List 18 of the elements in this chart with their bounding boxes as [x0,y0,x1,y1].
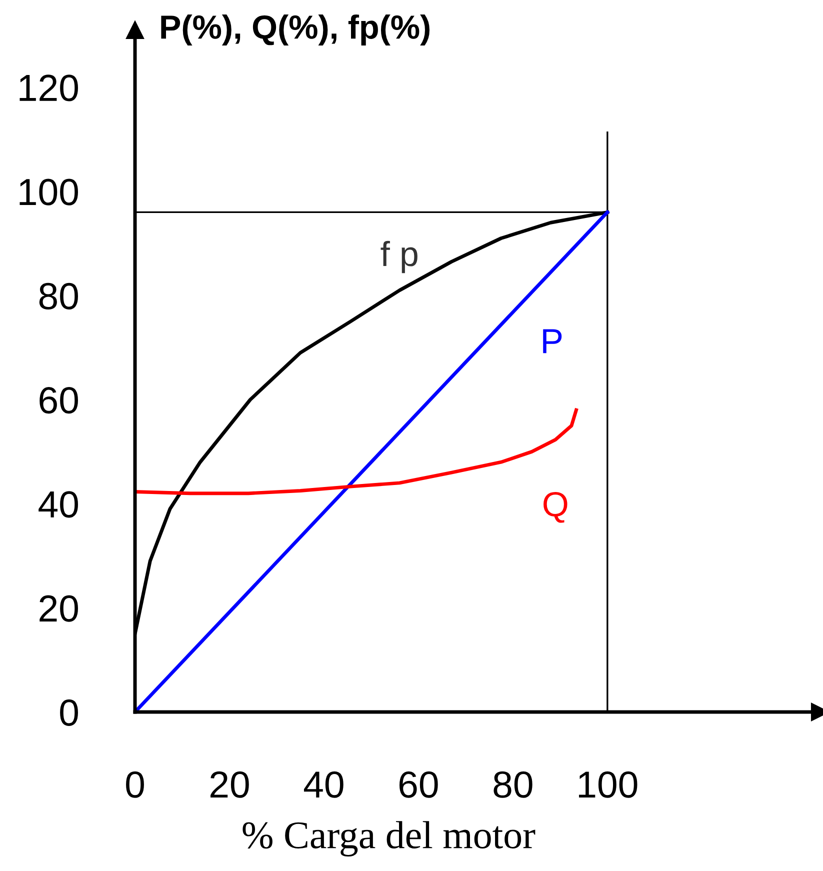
y-tick-label: 100 [20,178,78,206]
series-label: Q [544,492,568,523]
y-tick-label: 60 [40,387,78,414]
x-tick-label: 20 [210,771,249,798]
y-tick-label: 0 [60,699,78,726]
x-tick-label: 0 [126,771,144,798]
y-tick-label: 20 [40,595,78,622]
x-tick-label: 80 [494,771,532,798]
series-label: P [543,329,562,354]
x-tick-label: 100 [578,771,638,798]
x-tick-label: 40 [304,771,344,798]
x-axis-title: % Carga del motor [242,821,536,856]
y-tick-label: 120 [20,74,78,102]
series-label: f p [380,240,418,274]
y-axis-title: P(%), Q(%), fp(%) [161,14,430,46]
y-tick-label: 80 [39,282,78,310]
y-tick-label: 40 [38,491,78,518]
x-tick-label: 60 [400,771,438,798]
